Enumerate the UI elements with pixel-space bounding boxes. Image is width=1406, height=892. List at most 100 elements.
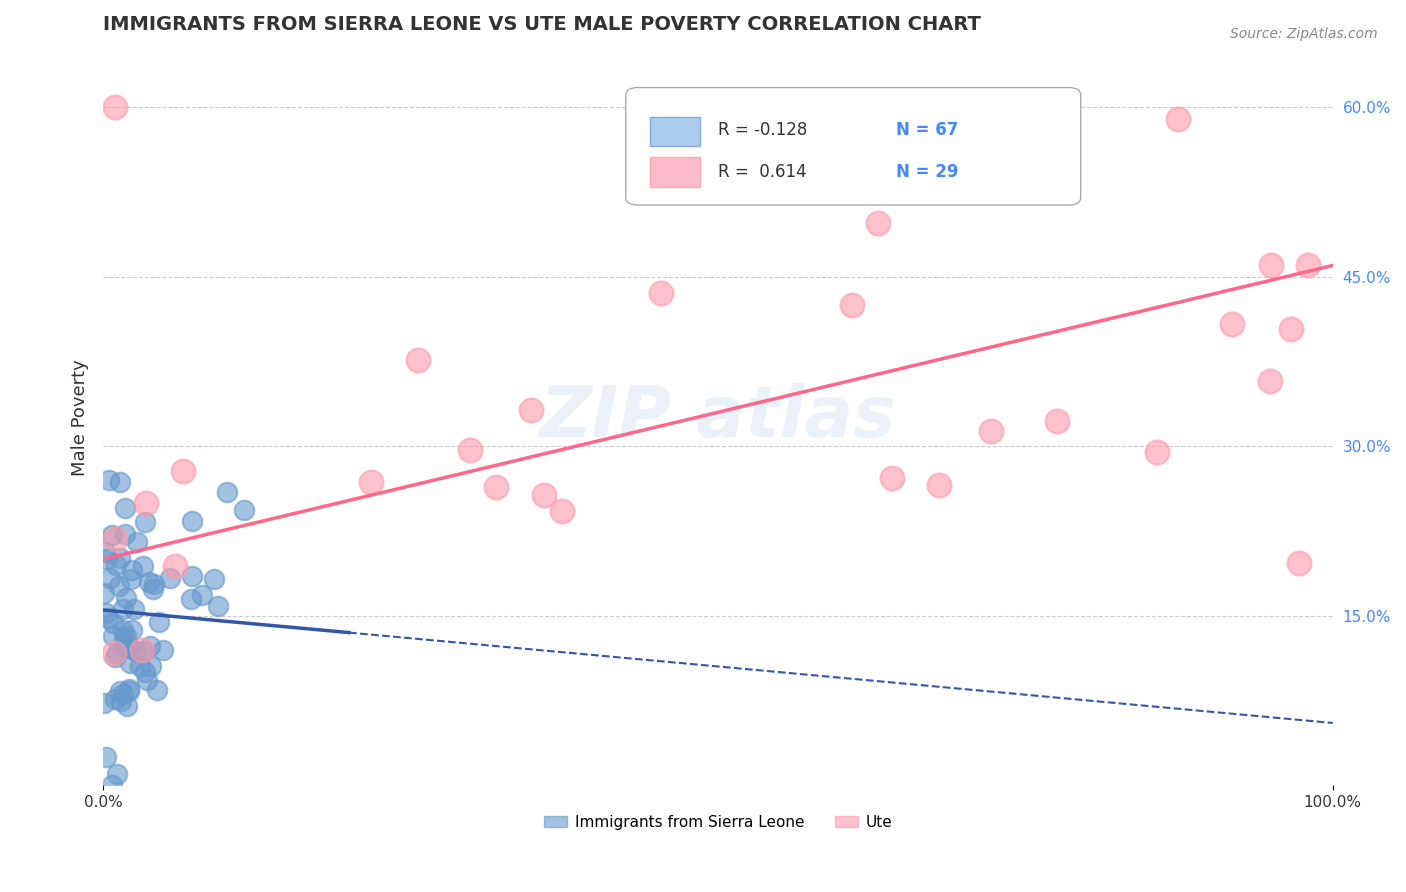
Point [96,552,118,566]
Text: N = 29: N = 29 [896,163,959,181]
Point [139,639,162,653]
Point [108,684,131,698]
Point [1046,413,1069,427]
Point [112,632,135,646]
Point [110,694,132,708]
Point [101,778,124,792]
Point [172,464,194,478]
Point [143,577,166,591]
Point [1296,259,1319,273]
Point [1220,317,1243,331]
Point [165,558,187,573]
Point [152,643,174,657]
Point [215,485,238,500]
Point [112,640,135,654]
Point [104,532,127,546]
Point [980,424,1002,438]
Point [111,687,134,701]
Point [115,699,138,714]
Point [104,100,127,114]
Point [93,696,115,710]
Point [94,606,117,620]
Point [207,599,229,613]
Text: Source: ZipAtlas.com: Source: ZipAtlas.com [1230,27,1378,41]
Legend: Immigrants from Sierra Leone, Ute: Immigrants from Sierra Leone, Ute [538,809,898,836]
Text: ZIP atlas: ZIP atlas [540,384,897,452]
Point [125,644,148,658]
Point [148,615,170,629]
Point [101,616,124,631]
Point [180,568,202,582]
Point [112,602,135,616]
Point [93,586,115,600]
Point [550,504,572,518]
Point [142,582,165,596]
Y-axis label: Male Poverty: Male Poverty [72,359,89,476]
Point [1279,322,1302,336]
Point [104,649,127,664]
Point [118,681,141,696]
Point [98,473,121,487]
Point [134,515,156,529]
Point [866,217,889,231]
Point [110,475,132,489]
Point [100,571,122,585]
Point [120,641,142,656]
Point [114,501,136,516]
Point [131,559,153,574]
Point [129,659,152,673]
Point [1258,374,1281,388]
Point [124,601,146,615]
Point [105,766,128,780]
FancyBboxPatch shape [651,117,700,146]
Point [121,623,143,637]
Point [180,592,202,607]
Point [928,478,950,492]
Point [105,646,128,660]
Point [406,353,429,368]
Point [360,475,382,489]
Text: N = 67: N = 67 [896,121,959,139]
Point [880,470,903,484]
Point [202,572,225,586]
Point [232,502,254,516]
Point [458,442,481,457]
Point [650,285,672,300]
Point [117,640,139,654]
Text: IMMIGRANTS FROM SIERRA LEONE VS UTE MALE POVERTY CORRELATION CHART: IMMIGRANTS FROM SIERRA LEONE VS UTE MALE… [103,15,981,34]
Point [104,558,127,573]
Point [1167,112,1189,127]
Point [108,579,131,593]
Point [1260,259,1282,273]
Point [120,656,142,670]
Point [485,480,508,494]
Point [138,574,160,589]
Text: R =  0.614: R = 0.614 [718,163,807,181]
Point [121,563,143,577]
Point [125,535,148,549]
FancyBboxPatch shape [651,157,700,186]
Point [1288,557,1310,571]
FancyBboxPatch shape [626,87,1081,205]
Point [97,611,120,625]
Point [118,683,141,698]
Point [111,623,134,637]
Point [101,629,124,643]
Point [134,665,156,679]
Point [533,488,555,502]
Text: R = -0.128: R = -0.128 [718,121,807,139]
Point [1146,445,1168,459]
Point [132,644,155,658]
Point [191,588,214,602]
Point [135,496,157,510]
Point [114,526,136,541]
Point [519,402,541,417]
Point [146,683,169,698]
Point [115,591,138,606]
Point [94,750,117,764]
Point [131,643,153,657]
Point [139,659,162,673]
Point [180,514,202,528]
Point [159,571,181,585]
Point [108,550,131,565]
